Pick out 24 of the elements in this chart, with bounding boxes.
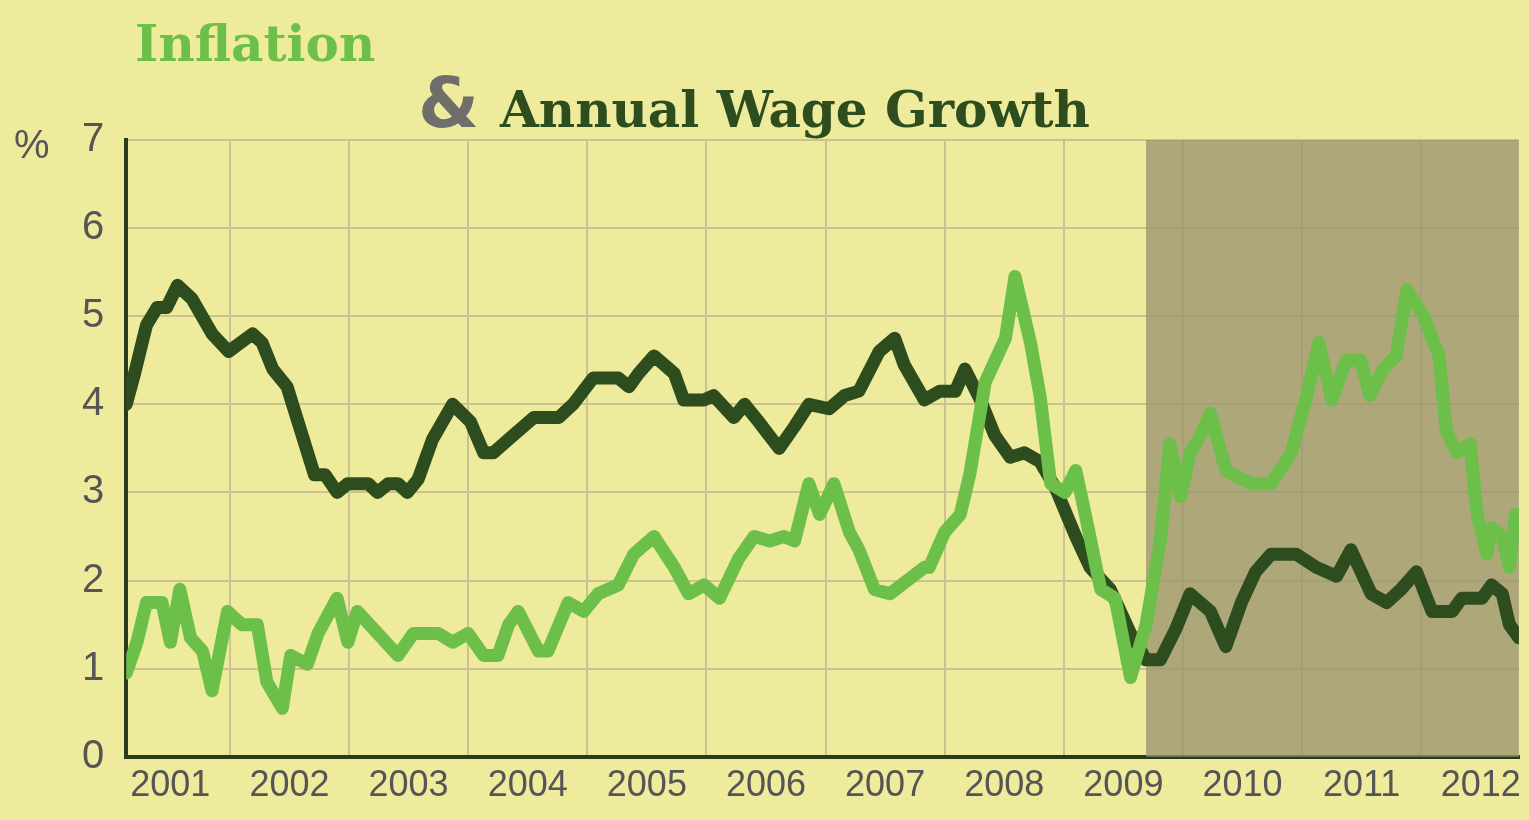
x-tick-label: 2007 [845, 763, 926, 805]
x-tick-label: 2006 [725, 763, 807, 805]
x-tick-label: 2010 [1202, 763, 1283, 805]
y-tick-label: 4 [82, 379, 105, 424]
y-tick-label: 6 [82, 203, 105, 248]
y-tick-label: 2 [82, 555, 105, 600]
text: Annual Wage Growth [500, 80, 1090, 139]
text: Inflation [135, 14, 376, 73]
x-tick-label: 2004 [487, 763, 568, 805]
x-tick-label: 2001 [130, 763, 211, 805]
y-tick-label: 7 [82, 115, 105, 160]
x-tick-label: 2012 [1440, 763, 1521, 805]
x-tick-label: 2008 [964, 763, 1045, 805]
x-tick-label: 2011 [1322, 763, 1401, 805]
x-tick-label: 2009 [1083, 763, 1164, 805]
chart-title: & [418, 62, 480, 144]
y-tick-label: 1 [82, 643, 105, 688]
x-tick-label: 2002 [249, 763, 330, 805]
y-tick-label: 3 [82, 467, 105, 512]
x-tick-label: 2005 [606, 763, 687, 805]
x-tick-label: 2003 [368, 763, 449, 805]
y-tick-label: 5 [82, 291, 105, 336]
y-axis-title: % [14, 122, 50, 167]
y-tick-label: 0 [82, 731, 105, 776]
